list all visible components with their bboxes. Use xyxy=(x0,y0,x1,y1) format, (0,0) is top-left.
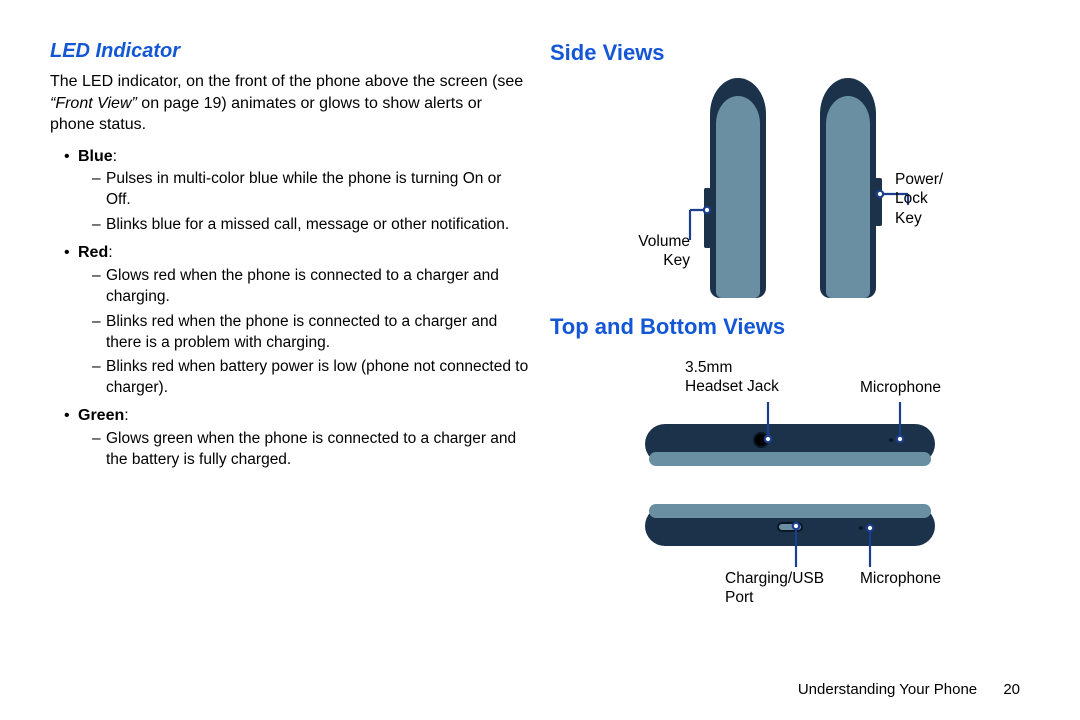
bullet-label-green: Green xyxy=(78,407,124,424)
power-key-icon xyxy=(875,178,882,226)
heading-side-views: Side Views xyxy=(550,40,1030,66)
bullet-label-red: Red xyxy=(78,244,108,261)
right-column: Side Views Volume xyxy=(550,40,1030,650)
led-bullet-list: Blue: Pulses in multi-color blue while t… xyxy=(50,146,530,471)
side-leaders xyxy=(550,70,1050,310)
phone-side-right xyxy=(820,78,876,298)
red-item-3: Blinks red when battery power is low (ph… xyxy=(92,357,530,399)
label-mic-top: Microphone xyxy=(860,378,941,397)
bullet-red: Red: Glows red when the phone is connect… xyxy=(64,242,530,399)
phone-top-edge xyxy=(645,424,935,464)
blue-item-2: Blinks blue for a missed call, message o… xyxy=(92,215,530,236)
label-usb-port: Charging/USBPort xyxy=(725,569,824,608)
heading-top-bottom-views: Top and Bottom Views xyxy=(550,314,1030,340)
bottom-mic-icon xyxy=(859,526,863,530)
headset-jack-icon xyxy=(753,432,769,448)
page-footer: Understanding Your Phone 20 xyxy=(798,681,1020,698)
heading-led-indicator: LED Indicator xyxy=(50,40,530,63)
bullet-label-blue: Blue xyxy=(78,148,113,165)
intro-pre: The LED indicator, on the front of the p… xyxy=(50,73,523,90)
red-item-1: Glows red when the phone is connected to… xyxy=(92,266,530,308)
label-mic-bottom: Microphone xyxy=(860,569,941,588)
top-mic-icon xyxy=(889,438,893,442)
label-power-lock-key: Power/LockKey xyxy=(895,170,943,228)
bullet-green: Green: Glows green when the phone is con… xyxy=(64,405,530,470)
top-bottom-diagram: 3.5mmHeadset Jack Microphone Charging/US… xyxy=(550,344,1030,654)
phone-side-left xyxy=(710,78,766,298)
side-views-diagram: VolumeKey Power/LockKey xyxy=(550,70,1030,310)
blue-item-1: Pulses in multi-color blue while the pho… xyxy=(92,169,530,211)
usb-port-icon xyxy=(777,522,803,532)
volume-key-icon xyxy=(704,188,711,248)
label-volume-key: VolumeKey xyxy=(635,232,690,271)
label-headset-jack: 3.5mmHeadset Jack xyxy=(685,358,779,397)
green-item-1: Glows green when the phone is connected … xyxy=(92,429,530,471)
left-column: LED Indicator The LED indicator, on the … xyxy=(50,40,530,650)
bullet-blue: Blue: Pulses in multi-color blue while t… xyxy=(64,146,530,236)
footer-page-number: 20 xyxy=(1003,681,1020,698)
footer-section-title: Understanding Your Phone xyxy=(798,681,977,698)
intro-paragraph: The LED indicator, on the front of the p… xyxy=(50,71,530,136)
phone-bottom-edge xyxy=(645,506,935,546)
red-item-2: Blinks red when the phone is connected t… xyxy=(92,312,530,354)
intro-ref: “Front View” xyxy=(50,95,137,112)
